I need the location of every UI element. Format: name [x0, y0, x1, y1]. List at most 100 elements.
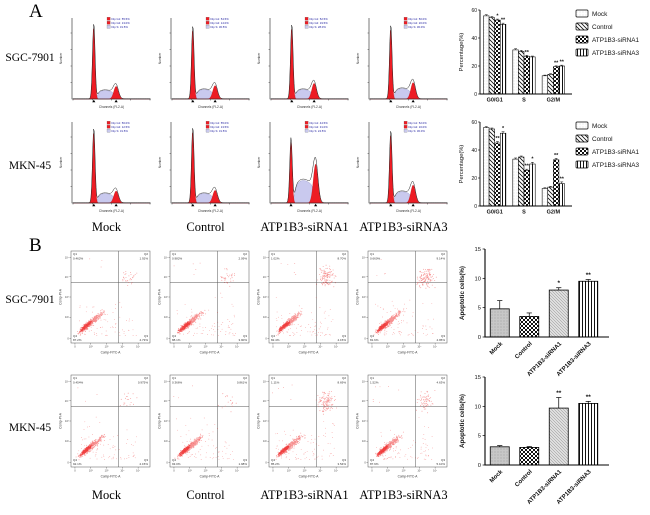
svg-text:10²: 10² — [263, 439, 267, 443]
cellcycle-histogram-sgc-sirna1: Dip G1: 52.5% Dip G2: 19.5% Dip S: 28.0% Ch… — [256, 12, 353, 116]
cellcycle-barchart-sgc7901: 0 20 40 60 Percentage(%) * ** G0/G1 ** S ** ** G2/M M… — [456, 2, 650, 114]
svg-text:Q4: Q4 — [370, 458, 374, 462]
svg-text:0.660%: 0.660% — [370, 256, 381, 260]
svg-text:10³: 10³ — [204, 469, 208, 473]
svg-text:15: 15 — [475, 247, 481, 253]
row-label-sgc7901-apoptosis: SGC-7901 — [5, 294, 55, 306]
svg-text:10⁴: 10⁴ — [65, 399, 69, 403]
svg-text:Q1: Q1 — [370, 252, 374, 256]
col-label-a-sirna1: ATP1B3-siRNA1 — [260, 220, 349, 234]
svg-text:0: 0 — [166, 336, 168, 340]
svg-text:**: ** — [495, 136, 500, 142]
svg-text:10⁵: 10⁵ — [433, 345, 437, 349]
svg-text:Q2: Q2 — [342, 252, 346, 256]
svg-text:Dip G2: 13.5%: Dip G2: 13.5% — [211, 125, 230, 129]
svg-text:0: 0 — [272, 345, 274, 349]
col-label-a-control: Control — [186, 220, 225, 234]
svg-text:0: 0 — [371, 345, 373, 349]
svg-text:5: 5 — [478, 306, 481, 312]
cellcycle-histogram-mkn-sirna3: Dip G1: 52.0% Dip G2: 16.0% Dip S: 30.0% Ch… — [355, 116, 452, 220]
svg-text:0: 0 — [166, 460, 168, 464]
svg-text:Dip G2: 20.0%: Dip G2: 20.0% — [409, 21, 428, 25]
svg-text:Q4: Q4 — [370, 334, 374, 338]
svg-text:10⁴: 10⁴ — [362, 275, 366, 279]
svg-text:0: 0 — [364, 460, 366, 464]
svg-text:20: 20 — [471, 64, 477, 70]
apoptosis-scatter-sgc-mock: Q1 0.462% Q2 1.92% Q4 87.2% Q3 4.73% 0 10² 10³ 10⁴ 1… — [58, 246, 155, 364]
svg-text:10⁴: 10⁴ — [65, 275, 69, 279]
svg-text:10²: 10² — [188, 469, 192, 473]
svg-text:3.54%: 3.54% — [337, 462, 346, 466]
svg-text:Apoptotic cells(%): Apoptotic cells(%) — [459, 394, 466, 448]
svg-text:0: 0 — [67, 336, 69, 340]
svg-text:Dip G1: 55.0%: Dip G1: 55.0% — [211, 121, 230, 125]
svg-text:Q3: Q3 — [441, 458, 445, 462]
svg-text:Channels (FL2-A): Channels (FL2-A) — [297, 105, 322, 109]
svg-text:10³: 10³ — [402, 345, 406, 349]
svg-text:10²: 10² — [89, 469, 93, 473]
svg-text:Control: Control — [592, 24, 613, 31]
svg-text:Comp-FITC-A: Comp-FITC-A — [299, 475, 320, 479]
svg-text:10³: 10³ — [303, 345, 307, 349]
svg-text:0: 0 — [474, 92, 477, 98]
svg-text:0: 0 — [364, 336, 366, 340]
svg-text:0: 0 — [173, 345, 175, 349]
svg-text:Q4: Q4 — [172, 458, 176, 462]
svg-text:Control: Control — [592, 136, 613, 143]
svg-text:Percentage(%): Percentage(%) — [459, 33, 465, 72]
svg-text:Q1: Q1 — [271, 376, 275, 380]
cellcycle-histogram-sgc-mock: Dip G1: 55.5% Dip G2: 13.0% Dip S: 31.5% Ch… — [58, 12, 155, 116]
cellcycle-histogram-mkn-sirna1: Dip G1: 44.5% Dip G2: 31.0% Dip S: 24.5% Ch… — [256, 116, 353, 220]
svg-text:60: 60 — [471, 120, 477, 126]
svg-text:93.0%: 93.0% — [172, 462, 181, 466]
svg-text:Dip S: 31.5%: Dip S: 31.5% — [112, 129, 129, 133]
svg-text:Channels (FL2-A): Channels (FL2-A) — [396, 209, 421, 213]
svg-text:Q2: Q2 — [144, 252, 148, 256]
svg-text:Q2: Q2 — [342, 376, 346, 380]
svg-text:Dip G1: 44.5%: Dip G1: 44.5% — [310, 121, 329, 125]
svg-text:Dip G1: 52.5%: Dip G1: 52.5% — [310, 17, 329, 21]
svg-text:9.14%: 9.14% — [436, 256, 445, 260]
svg-text:20: 20 — [471, 176, 477, 182]
svg-text:Number: Number — [356, 52, 360, 64]
svg-text:Channels (FL2-A): Channels (FL2-A) — [297, 209, 322, 213]
svg-text:Comp-PI-A: Comp-PI-A — [158, 288, 162, 305]
svg-text:S: S — [522, 98, 526, 104]
svg-text:Q4: Q4 — [73, 458, 77, 462]
svg-text:4.63%: 4.63% — [436, 380, 445, 384]
svg-text:10⁴: 10⁴ — [164, 275, 168, 279]
svg-text:10³: 10³ — [362, 295, 366, 299]
svg-text:10⁴: 10⁴ — [120, 345, 124, 349]
svg-text:10⁴: 10⁴ — [362, 399, 366, 403]
svg-text:ATP1B3-siRNA3: ATP1B3-siRNA3 — [592, 162, 640, 169]
svg-text:1.92%: 1.92% — [139, 256, 148, 260]
svg-text:Comp-PI-A: Comp-PI-A — [59, 412, 63, 429]
svg-text:10³: 10³ — [303, 469, 307, 473]
row-label-sgc7901-cellcycle: SGC-7901 — [5, 52, 55, 64]
svg-text:10⁴: 10⁴ — [164, 399, 168, 403]
apoptosis-barchart-mkn45: 0 5 10 15 Apoptotic cells(%) Mock Control ** ATP… — [455, 367, 650, 515]
svg-text:10⁵: 10⁵ — [235, 469, 239, 473]
svg-text:0: 0 — [265, 336, 267, 340]
cellcycle-barchart-mkn45: 0 20 40 60 Percentage(%) ** * G0/G1 ** * S ** ** G2/M… — [456, 114, 650, 226]
svg-text:Q4: Q4 — [73, 334, 77, 338]
svg-text:1.52%: 1.52% — [370, 380, 379, 384]
svg-text:Q1: Q1 — [172, 252, 176, 256]
svg-text:Q3: Q3 — [144, 334, 148, 338]
svg-text:Mock: Mock — [489, 469, 505, 485]
svg-text:10³: 10³ — [65, 295, 69, 299]
svg-text:2.15%: 2.15% — [139, 462, 148, 466]
svg-text:**: ** — [560, 60, 565, 66]
svg-text:Q1: Q1 — [271, 252, 275, 256]
svg-text:Q3: Q3 — [342, 458, 346, 462]
svg-text:40: 40 — [471, 36, 477, 42]
svg-text:Q3: Q3 — [441, 334, 445, 338]
col-label-b-sirna3: ATP1B3-siRNA3 — [359, 488, 448, 502]
svg-text:Q2: Q2 — [243, 376, 247, 380]
svg-text:10³: 10³ — [164, 419, 168, 423]
svg-text:Channels (FL2-A): Channels (FL2-A) — [198, 209, 223, 213]
svg-text:15: 15 — [475, 375, 481, 381]
svg-text:**: ** — [560, 176, 565, 182]
svg-text:Dip G2: 19.5%: Dip G2: 19.5% — [310, 21, 329, 25]
